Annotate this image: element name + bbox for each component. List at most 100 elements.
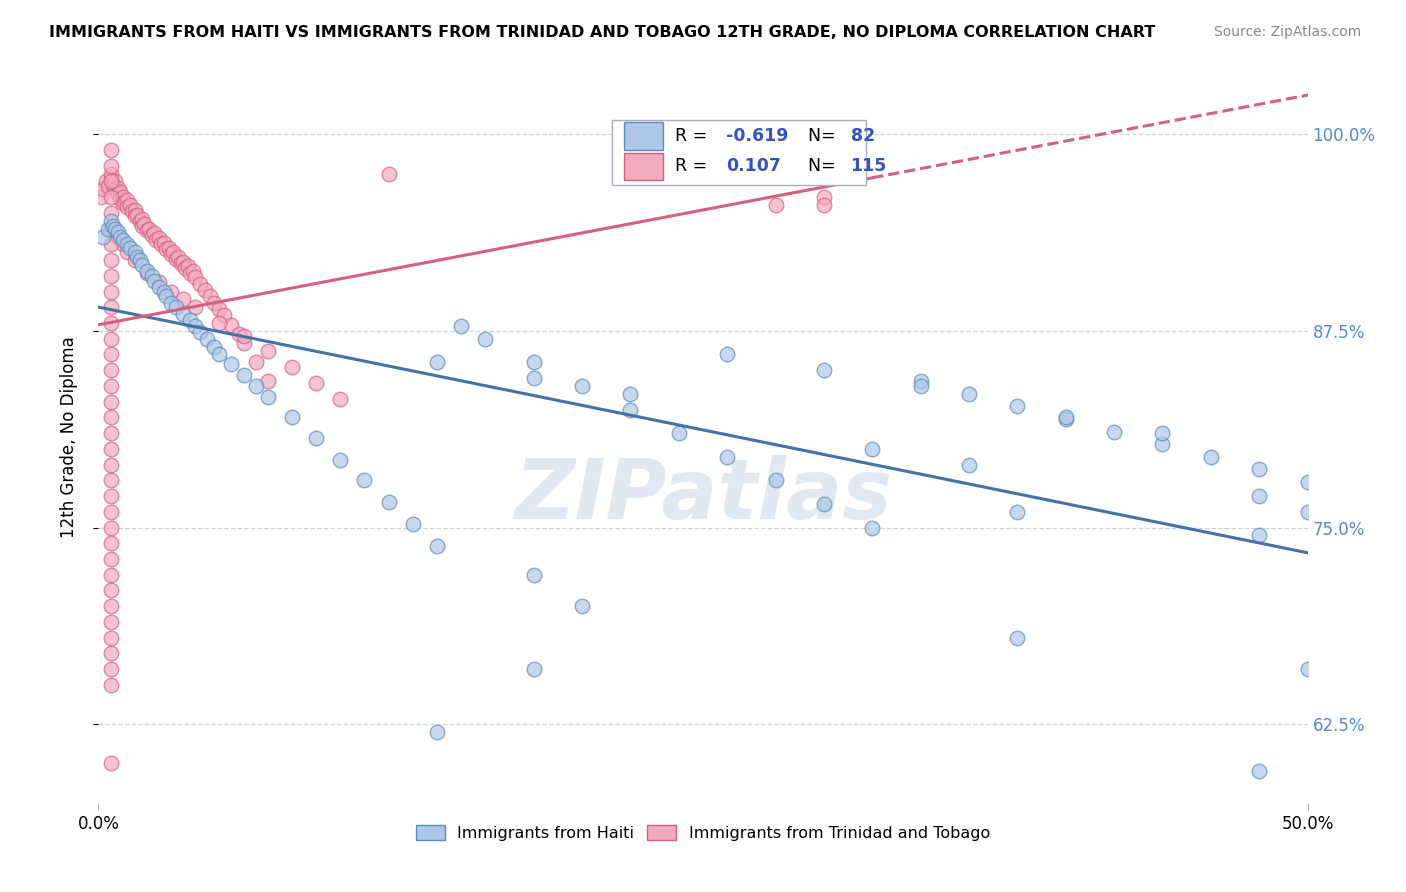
Point [111, 237, 134, 252]
Point [172, 254, 194, 268]
Point [329, 392, 352, 406]
Point [148, 275, 170, 289]
Point [198, 289, 221, 303]
Text: 0.107: 0.107 [725, 158, 780, 176]
Point [167, 250, 190, 264]
Point [141, 227, 163, 242]
Point [208, 347, 231, 361]
Point [111, 196, 134, 211]
Point [152, 285, 174, 299]
Point [162, 245, 184, 260]
Point [128, 253, 150, 268]
Point [117, 194, 139, 208]
Point [157, 241, 180, 255]
Point [195, 332, 218, 346]
Point [97, 221, 120, 235]
Point [131, 212, 153, 227]
Point [108, 229, 131, 244]
Point [181, 264, 204, 278]
Point [148, 280, 170, 294]
Point [127, 250, 149, 264]
Point [107, 225, 129, 239]
Point [100, 159, 122, 173]
Point [1296, 475, 1319, 489]
Point [104, 174, 127, 188]
Point [184, 301, 207, 315]
Point [1199, 450, 1222, 464]
Point [148, 231, 170, 245]
Point [329, 453, 352, 467]
Point [221, 357, 243, 371]
Point [426, 355, 449, 369]
Point [100, 567, 122, 582]
Point [910, 374, 932, 388]
Point [100, 253, 122, 268]
Point [100, 347, 122, 361]
Point [100, 167, 122, 181]
Point [765, 473, 787, 487]
Point [131, 219, 153, 233]
Point [474, 332, 496, 346]
Point [100, 662, 122, 676]
Point [426, 725, 449, 739]
Point [523, 371, 546, 385]
Point [232, 336, 254, 351]
Point [957, 458, 980, 472]
Point [179, 266, 201, 280]
Point [100, 583, 122, 598]
Point [138, 221, 160, 235]
Point [135, 264, 157, 278]
Point [100, 678, 122, 692]
Point [100, 174, 122, 188]
Point [208, 301, 231, 316]
Point [305, 376, 328, 390]
Point [100, 410, 122, 425]
Point [172, 293, 194, 307]
Point [100, 426, 122, 441]
Point [100, 206, 122, 220]
Point [1249, 528, 1271, 542]
Point [245, 355, 267, 369]
Point [177, 260, 200, 274]
Point [245, 379, 267, 393]
Point [100, 599, 122, 614]
Point [813, 198, 835, 212]
Point [1152, 426, 1174, 441]
Point [91, 182, 114, 196]
Point [100, 143, 122, 157]
Point [813, 497, 835, 511]
Point [165, 301, 187, 315]
Point [910, 379, 932, 393]
Legend: Immigrants from Haiti, Immigrants from Trinidad and Tobago: Immigrants from Haiti, Immigrants from T… [409, 819, 997, 847]
Point [124, 209, 146, 223]
Point [134, 217, 156, 231]
Point [188, 277, 211, 291]
Text: R =: R = [675, 127, 713, 145]
Point [256, 344, 278, 359]
Point [256, 374, 278, 388]
Point [108, 192, 131, 206]
Point [117, 200, 139, 214]
Point [160, 295, 183, 310]
Point [97, 179, 120, 194]
Point [124, 202, 146, 217]
Point [160, 247, 183, 261]
Bar [624, 122, 664, 150]
Point [100, 520, 122, 534]
Point [107, 229, 129, 244]
Point [1007, 400, 1029, 414]
Point [155, 242, 177, 256]
Point [101, 219, 124, 233]
Text: IMMIGRANTS FROM HAITI VS IMMIGRANTS FROM TRINIDAD AND TOBAGO 12TH GRADE, NO DIPL: IMMIGRANTS FROM HAITI VS IMMIGRANTS FROM… [49, 25, 1156, 40]
Point [571, 599, 593, 614]
Point [143, 227, 166, 241]
Point [668, 426, 690, 441]
Text: N=: N= [808, 127, 841, 145]
Point [100, 489, 122, 503]
Point [91, 229, 114, 244]
Point [100, 552, 122, 566]
Point [117, 237, 139, 252]
Point [131, 258, 153, 272]
Point [94, 174, 117, 188]
Point [100, 615, 122, 629]
